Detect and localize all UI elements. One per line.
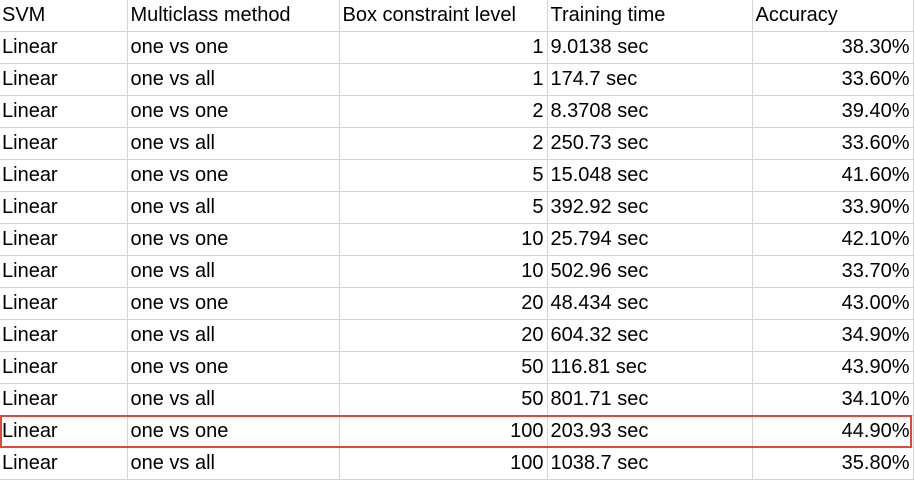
table-row: Linear one vs one 1 9.0138 sec 38.30% xyxy=(0,31,914,64)
cell-accuracy[interactable]: 33.60% xyxy=(752,63,914,96)
cell-accuracy[interactable]: 43.00% xyxy=(752,287,914,320)
cell-accuracy[interactable]: 42.10% xyxy=(752,223,914,256)
cell-multiclass-method[interactable]: one vs one xyxy=(127,415,340,448)
table-row: Linear one vs all 5 392.92 sec 33.90% xyxy=(0,191,914,224)
cell-box-constraint-level[interactable]: 20 xyxy=(339,319,548,352)
cell-box-constraint-level[interactable]: 100 xyxy=(339,415,548,448)
cell-box-constraint-level[interactable]: 1 xyxy=(339,63,548,96)
header-cell-multiclass-method[interactable]: Multiclass method xyxy=(127,0,340,32)
table-row: Linear one vs one 50 116.81 sec 43.90% xyxy=(0,351,914,384)
cell-training-time[interactable]: 8.3708 sec xyxy=(547,95,753,128)
cell-multiclass-method[interactable]: one vs all xyxy=(127,63,340,96)
cell-svm[interactable]: Linear xyxy=(0,191,128,224)
cell-multiclass-method[interactable]: one vs all xyxy=(127,255,340,288)
cell-multiclass-method[interactable]: one vs one xyxy=(127,287,340,320)
cell-accuracy[interactable]: 34.90% xyxy=(752,319,914,352)
cell-svm[interactable]: Linear xyxy=(0,255,128,288)
cell-accuracy[interactable]: 33.90% xyxy=(752,191,914,224)
cell-accuracy[interactable]: 44.90% xyxy=(752,415,914,448)
table-row: Linear one vs one 2 8.3708 sec 39.40% xyxy=(0,95,914,128)
cell-training-time[interactable]: 604.32 sec xyxy=(547,319,753,352)
cell-box-constraint-level[interactable]: 50 xyxy=(339,351,548,384)
header-row: SVM Multiclass method Box constraint lev… xyxy=(0,0,914,32)
cell-multiclass-method[interactable]: one vs one xyxy=(127,31,340,64)
table-row: Linear one vs all 10 502.96 sec 33.70% xyxy=(0,255,914,288)
table-row: Linear one vs all 2 250.73 sec 33.60% xyxy=(0,127,914,160)
cell-accuracy[interactable]: 41.60% xyxy=(752,159,914,192)
cell-multiclass-method[interactable]: one vs one xyxy=(127,351,340,384)
cell-multiclass-method[interactable]: one vs all xyxy=(127,447,340,480)
cell-svm[interactable]: Linear xyxy=(0,383,128,416)
cell-multiclass-method[interactable]: one vs all xyxy=(127,319,340,352)
table-row: Linear one vs one 10 25.794 sec 42.10% xyxy=(0,223,914,256)
cell-box-constraint-level[interactable]: 1 xyxy=(339,31,548,64)
cell-training-time[interactable]: 48.434 sec xyxy=(547,287,753,320)
cell-training-time[interactable]: 174.7 sec xyxy=(547,63,753,96)
cell-svm[interactable]: Linear xyxy=(0,31,128,64)
cell-box-constraint-level[interactable]: 20 xyxy=(339,287,548,320)
cell-accuracy[interactable]: 38.30% xyxy=(752,31,914,64)
cell-training-time[interactable]: 801.71 sec xyxy=(547,383,753,416)
cell-training-time[interactable]: 25.794 sec xyxy=(547,223,753,256)
table-row: Linear one vs one 20 48.434 sec 43.00% xyxy=(0,287,914,320)
cell-training-time[interactable]: 15.048 sec xyxy=(547,159,753,192)
table-row: Linear one vs all 100 1038.7 sec 35.80% xyxy=(0,447,914,480)
cell-box-constraint-level[interactable]: 10 xyxy=(339,255,548,288)
cell-svm[interactable]: Linear xyxy=(0,351,128,384)
cell-multiclass-method[interactable]: one vs one xyxy=(127,223,340,256)
header-cell-accuracy[interactable]: Accuracy xyxy=(752,0,914,32)
cell-svm[interactable]: Linear xyxy=(0,287,128,320)
cell-svm[interactable]: Linear xyxy=(0,223,128,256)
cell-svm[interactable]: Linear xyxy=(0,63,128,96)
header-cell-box-constraint-level[interactable]: Box constraint level xyxy=(339,0,548,32)
cell-accuracy[interactable]: 35.80% xyxy=(752,447,914,480)
cell-box-constraint-level[interactable]: 5 xyxy=(339,191,548,224)
cell-training-time[interactable]: 250.73 sec xyxy=(547,127,753,160)
cell-svm[interactable]: Linear xyxy=(0,159,128,192)
table-row: Linear one vs one 5 15.048 sec 41.60% xyxy=(0,159,914,192)
header-cell-training-time[interactable]: Training time xyxy=(547,0,753,32)
cell-training-time[interactable]: 203.93 sec xyxy=(547,415,753,448)
cell-multiclass-method[interactable]: one vs one xyxy=(127,95,340,128)
cell-accuracy[interactable]: 34.10% xyxy=(752,383,914,416)
cell-training-time[interactable]: 9.0138 sec xyxy=(547,31,753,64)
table-row: Linear one vs one 100 203.93 sec 44.90% xyxy=(0,415,914,448)
cell-accuracy[interactable]: 43.90% xyxy=(752,351,914,384)
cell-svm[interactable]: Linear xyxy=(0,319,128,352)
cell-box-constraint-level[interactable]: 50 xyxy=(339,383,548,416)
cell-svm[interactable]: Linear xyxy=(0,127,128,160)
cell-box-constraint-level[interactable]: 2 xyxy=(339,127,548,160)
cell-multiclass-method[interactable]: one vs all xyxy=(127,383,340,416)
cell-accuracy[interactable]: 39.40% xyxy=(752,95,914,128)
cell-svm[interactable]: Linear xyxy=(0,95,128,128)
cell-box-constraint-level[interactable]: 2 xyxy=(339,95,548,128)
cell-training-time[interactable]: 502.96 sec xyxy=(547,255,753,288)
table-row: Linear one vs all 20 604.32 sec 34.90% xyxy=(0,319,914,352)
cell-training-time[interactable]: 392.92 sec xyxy=(547,191,753,224)
table-row: Linear one vs all 50 801.71 sec 34.10% xyxy=(0,383,914,416)
cell-training-time[interactable]: 1038.7 sec xyxy=(547,447,753,480)
cell-training-time[interactable]: 116.81 sec xyxy=(547,351,753,384)
cell-box-constraint-level[interactable]: 5 xyxy=(339,159,548,192)
cell-svm[interactable]: Linear xyxy=(0,415,128,448)
cell-box-constraint-level[interactable]: 100 xyxy=(339,447,548,480)
table-row: Linear one vs all 1 174.7 sec 33.60% xyxy=(0,63,914,96)
cell-accuracy[interactable]: 33.70% xyxy=(752,255,914,288)
cell-multiclass-method[interactable]: one vs one xyxy=(127,159,340,192)
cell-svm[interactable]: Linear xyxy=(0,447,128,480)
cell-multiclass-method[interactable]: one vs all xyxy=(127,127,340,160)
cell-box-constraint-level[interactable]: 10 xyxy=(339,223,548,256)
cell-accuracy[interactable]: 33.60% xyxy=(752,127,914,160)
cell-multiclass-method[interactable]: one vs all xyxy=(127,191,340,224)
header-cell-svm[interactable]: SVM xyxy=(0,0,128,32)
